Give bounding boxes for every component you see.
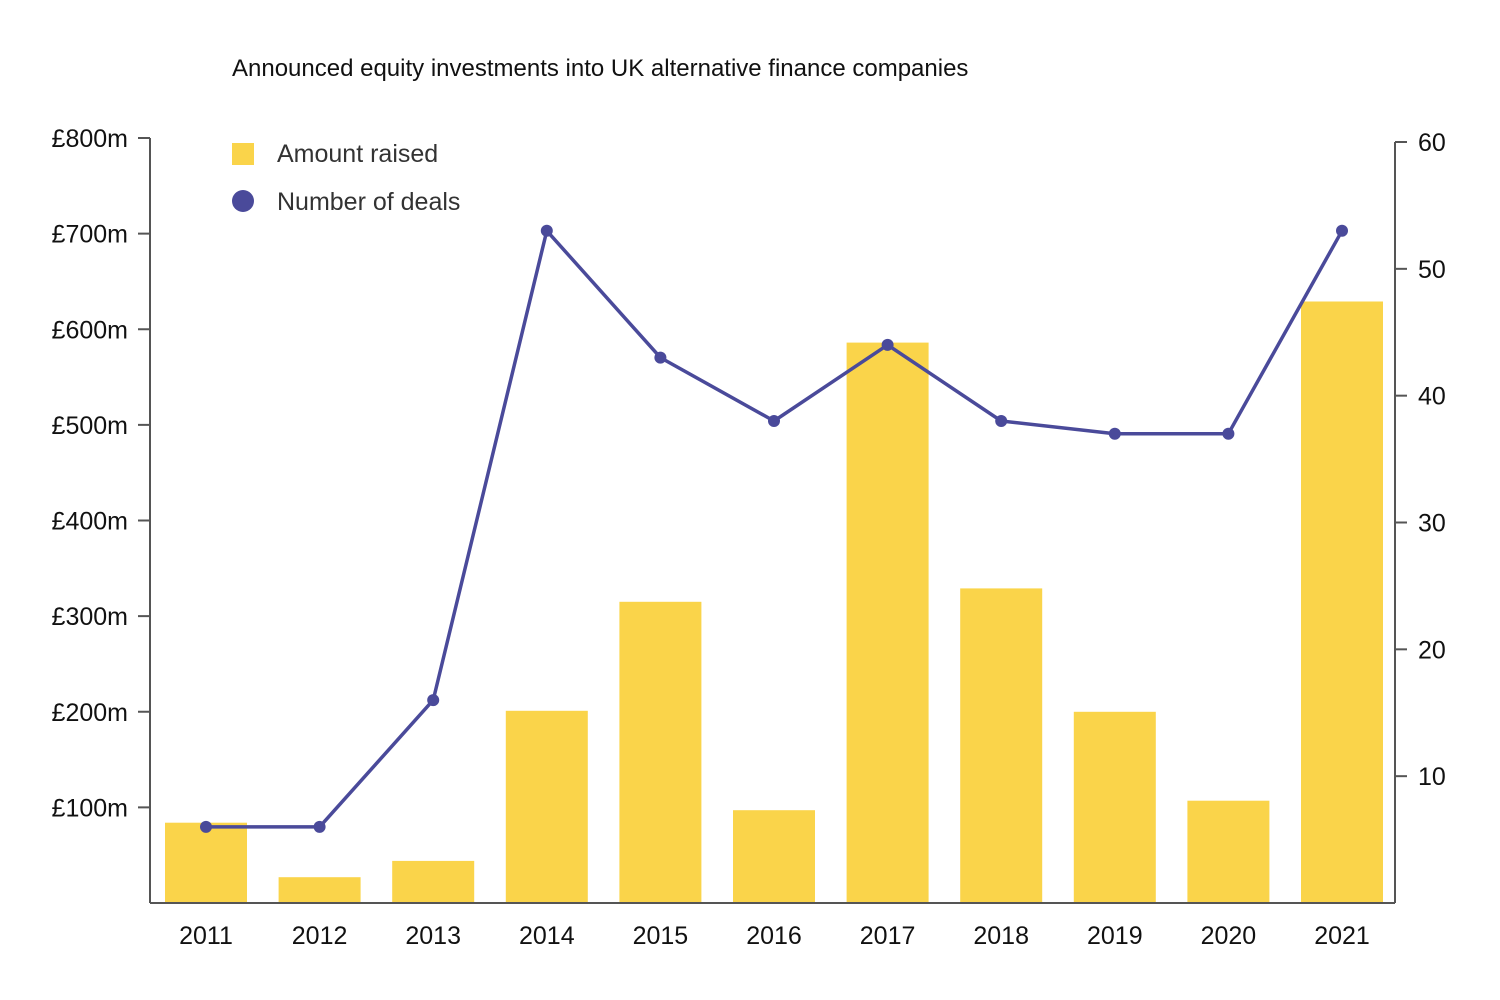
- left-tick-label: £300m: [52, 603, 128, 631]
- deals-point-2012: [313, 820, 326, 833]
- deals-point-2017: [881, 338, 894, 351]
- right-tick-label: 20: [1418, 636, 1446, 664]
- x-tick-label: 2016: [746, 922, 802, 950]
- deals-line: [206, 229, 1344, 829]
- right-tick-label: 40: [1418, 383, 1446, 411]
- right-tick-label: 60: [1418, 129, 1446, 157]
- x-tick-label: 2015: [633, 922, 689, 950]
- deals-point-2015: [654, 351, 667, 364]
- legend-amount-label: Amount raised: [277, 140, 438, 168]
- deals-point-2016: [768, 415, 780, 427]
- bar-2021: [1301, 301, 1383, 903]
- right-tick-label: 50: [1418, 256, 1446, 284]
- deals-point-2021: [1336, 224, 1348, 237]
- legend: Amount raised Number of deals: [232, 140, 460, 216]
- chart-title: Announced equity investments into UK alt…: [232, 55, 968, 82]
- deals-point-2018: [995, 415, 1008, 427]
- deals-point-2014: [540, 224, 553, 237]
- x-tick-label: 2019: [1087, 922, 1143, 950]
- bar-2017: [846, 342, 929, 904]
- x-tick-label: 2012: [292, 922, 348, 950]
- bar-2011: [165, 822, 247, 903]
- deals-point-2019: [1108, 427, 1121, 440]
- deals-point-2020: [1222, 427, 1235, 440]
- x-tick-label: 2013: [405, 922, 461, 950]
- bar-2014: [505, 710, 588, 903]
- bar-2018: [960, 588, 1043, 903]
- bar-2020: [1187, 800, 1270, 903]
- legend-deals-label: Number of deals: [277, 188, 460, 216]
- axes: £100m £200m £300m £400m £500m £600m £700m £800m…: [52, 125, 1446, 950]
- bar-2013: [392, 860, 475, 903]
- x-tick-label: 2017: [860, 922, 916, 950]
- legend-amount-swatch: [232, 143, 254, 165]
- bar-2012: [278, 877, 361, 903]
- left-tick-label: £200m: [52, 699, 128, 727]
- x-tick-label: 2014: [519, 922, 575, 950]
- x-tick-label: 2021: [1314, 922, 1370, 950]
- deals-point-2011: [200, 820, 212, 833]
- left-tick-label: £400m: [52, 508, 128, 536]
- left-tick-label: £600m: [52, 316, 128, 344]
- x-tick-label: 2020: [1201, 922, 1257, 950]
- left-tick-label: £800m: [52, 125, 128, 153]
- left-tick-label: £100m: [52, 794, 128, 822]
- x-tick-label: 2018: [973, 922, 1029, 950]
- bar-series: [165, 301, 1383, 904]
- left-tick-label: £700m: [52, 221, 128, 249]
- bar-2015: [619, 601, 702, 903]
- line-series: [200, 224, 1348, 833]
- bar-2019: [1073, 711, 1156, 904]
- right-tick-label: 10: [1418, 763, 1446, 791]
- left-tick-label: £500m: [52, 412, 128, 440]
- bar-2016: [733, 810, 815, 903]
- x-tick-label: 2011: [179, 922, 233, 950]
- deals-point-2013: [427, 694, 440, 707]
- right-tick-label: 30: [1418, 510, 1446, 538]
- legend-deals-swatch: [232, 190, 254, 212]
